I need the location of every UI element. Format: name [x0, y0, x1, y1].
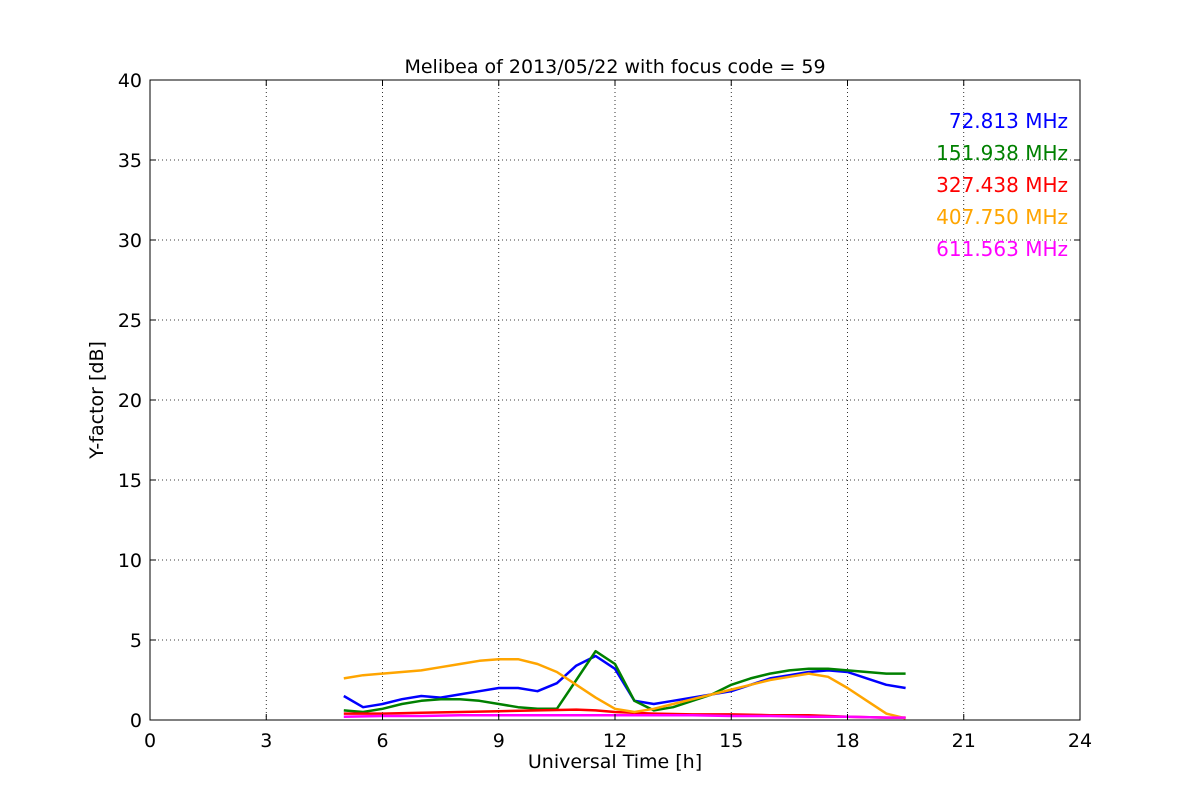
legend-entry: 407.750 MHz	[936, 205, 1068, 229]
y-tick-label: 35	[118, 150, 142, 172]
legend-entry: 327.438 MHz	[936, 173, 1068, 197]
y-tick-label: 25	[118, 310, 142, 332]
x-tick-label: 24	[1068, 730, 1092, 752]
axis-ticks: 0 3 6 9 12 15 18 21 24 0 5 10 15 20 25 30 35 40	[118, 70, 1092, 752]
x-tick-label: 0	[144, 730, 156, 752]
series-group	[343, 649, 906, 720]
series-line-4	[343, 657, 906, 720]
series-line-5	[343, 713, 906, 719]
x-axis-label: Universal Time [h]	[528, 751, 702, 773]
x-tick-label: 6	[376, 730, 388, 752]
legend-entry: 151.938 MHz	[936, 141, 1068, 165]
x-tick-label: 9	[493, 730, 505, 752]
y-tick-label: 10	[118, 550, 142, 572]
y-tick-label: 20	[118, 390, 142, 412]
legend: 72.813 MHz 151.938 MHz 327.438 MHz 407.750 …	[936, 109, 1068, 261]
legend-entry: 611.563 MHz	[936, 237, 1068, 261]
x-tick-label: 15	[719, 730, 743, 752]
x-tick-label: 21	[952, 730, 976, 752]
y-tick-label: 5	[130, 630, 142, 652]
y-tick-label: 40	[118, 70, 142, 92]
x-tick-label: 3	[260, 730, 272, 752]
y-tick-label: 15	[118, 470, 142, 492]
grid-lines	[150, 80, 1080, 720]
y-tick-label: 0	[130, 710, 142, 732]
legend-entry: 72.813 MHz	[949, 109, 1068, 133]
series-line-2	[343, 649, 906, 714]
x-tick-label: 18	[835, 730, 859, 752]
y-tick-label: 30	[118, 230, 142, 252]
chart-title: Melibea of 2013/05/22 with focus code = …	[404, 56, 825, 78]
x-tick-label: 12	[603, 730, 627, 752]
y-axis-label: Y-factor [dB]	[86, 341, 108, 460]
